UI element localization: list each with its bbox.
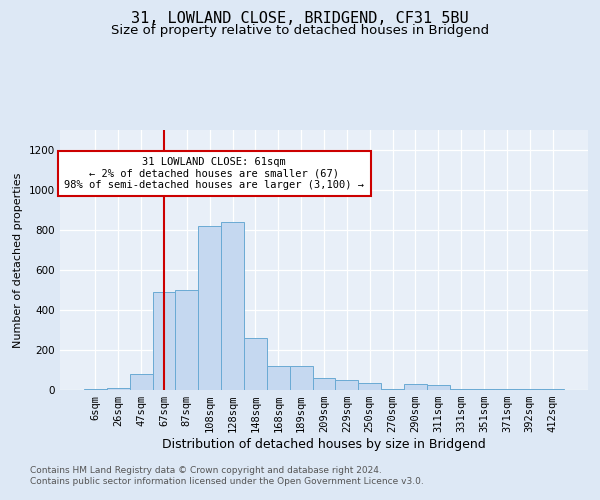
- Bar: [427, 385, 450, 390]
- Text: 31, LOWLAND CLOSE, BRIDGEND, CF31 5BU: 31, LOWLAND CLOSE, BRIDGEND, CF31 5BU: [131, 11, 469, 26]
- Bar: [358, 383, 381, 390]
- Text: Contains HM Land Registry data © Crown copyright and database right 2024.: Contains HM Land Registry data © Crown c…: [30, 466, 382, 475]
- Text: Contains public sector information licensed under the Open Government Licence v3: Contains public sector information licen…: [30, 478, 424, 486]
- Bar: [198, 226, 221, 390]
- Bar: [290, 366, 313, 390]
- Bar: [107, 388, 130, 390]
- Bar: [496, 389, 518, 390]
- Bar: [175, 290, 198, 390]
- Bar: [404, 384, 427, 390]
- Bar: [221, 222, 244, 390]
- Bar: [381, 389, 404, 390]
- Bar: [152, 292, 175, 390]
- Text: Size of property relative to detached houses in Bridgend: Size of property relative to detached ho…: [111, 24, 489, 37]
- Bar: [267, 366, 290, 390]
- Bar: [450, 389, 473, 390]
- Bar: [541, 389, 564, 390]
- Bar: [244, 338, 267, 390]
- Bar: [335, 380, 358, 390]
- Bar: [84, 389, 107, 390]
- Text: 31 LOWLAND CLOSE: 61sqm
← 2% of detached houses are smaller (67)
98% of semi-det: 31 LOWLAND CLOSE: 61sqm ← 2% of detached…: [64, 157, 364, 190]
- Bar: [473, 389, 496, 390]
- Bar: [518, 389, 541, 390]
- Bar: [313, 378, 335, 390]
- X-axis label: Distribution of detached houses by size in Bridgend: Distribution of detached houses by size …: [162, 438, 486, 451]
- Bar: [130, 374, 152, 390]
- Y-axis label: Number of detached properties: Number of detached properties: [13, 172, 23, 348]
